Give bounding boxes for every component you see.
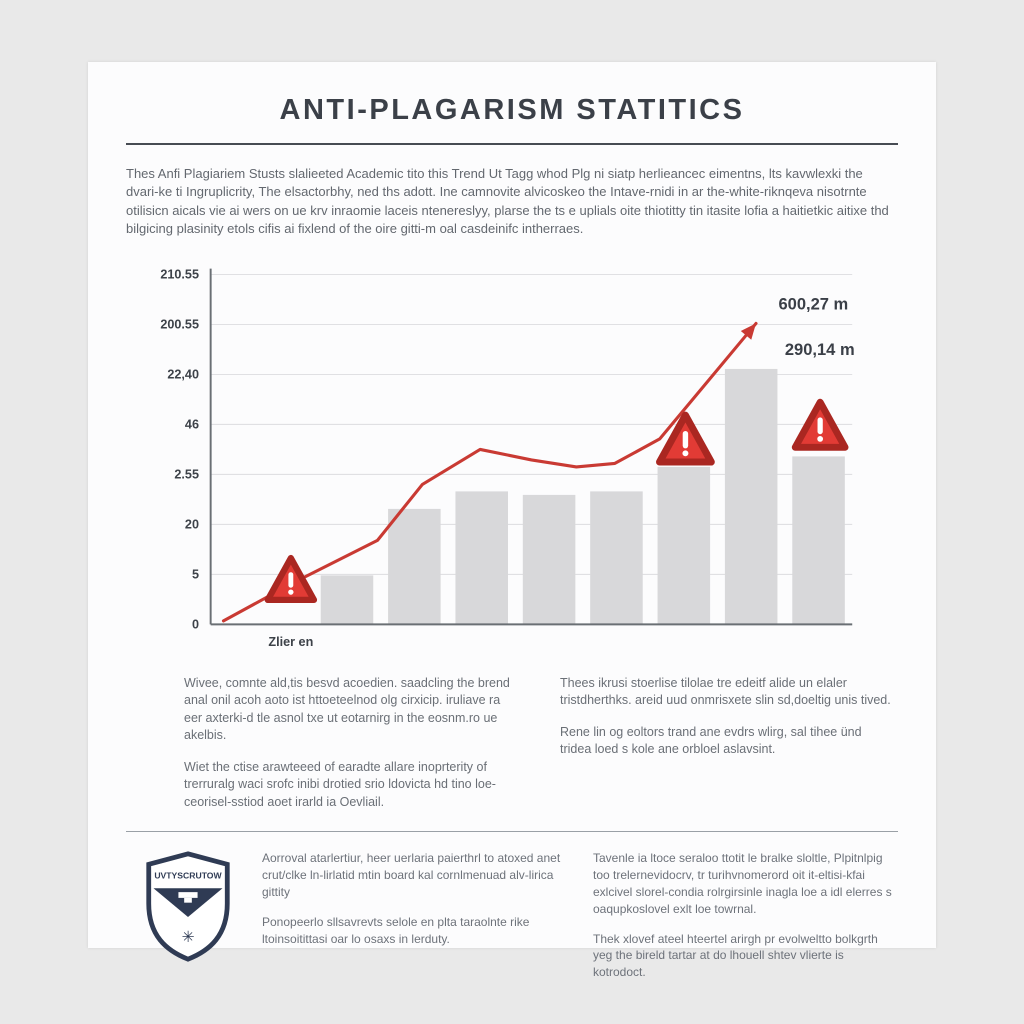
chart-bar [724,368,778,625]
y-axis-tick-label: 210.55 [160,267,199,281]
footer-paragraph: Aorroval atarlertiur, heer uerlaria paie… [262,851,561,899]
commentary-left-column: Wivee, comnte ald,tis besvd acoedien. sa… [184,675,516,826]
shield-text: UVTYSCRUTOW [154,871,222,881]
y-axis-tick-label: 46 [185,417,199,431]
footer: UVTYSCRUTOW ✳ Aorroval atarlertiur, heer… [126,850,898,994]
chart-container: 210.55 200.55 22,40 46 2.55 20 5 0 600,27 m 290,1… [126,255,898,673]
commentary-paragraph: Rene lin og eoltors trand ane evdrs wlir… [560,724,862,757]
commentary-paragraph: Wiet the ctise arawteeed of earadte alla… [184,759,496,809]
chart-bar [320,575,374,625]
footer-paragraph: Ponopeerlo sllsavrevts selole en plta ta… [262,914,530,946]
x-axis-label: Zlier en [268,635,313,649]
y-axis-tick-label: 22,40 [167,367,199,381]
graduation-cap-icon [178,892,198,899]
commentary-paragraph: Thees ikrusi stoerlise tilolae tre edeit… [560,675,891,708]
asterisk-emblem-icon: ✳ [182,929,195,946]
title-divider [126,143,898,145]
warning-icon [791,398,849,451]
footer-right-column: Tavenle ia ltoce seraloo ttotit le bralk… [593,850,898,994]
page-title: ANTI-PLAGARISM STATITICS [279,94,745,126]
university-shield-logo: UVTYSCRUTOW ✳ [140,850,236,968]
y-axis-tick-label: 0 [192,617,199,631]
chart-bar [388,508,441,625]
y-axis-tick-label: 2.55 [174,467,199,481]
trend-line [221,321,758,623]
chart-bar [522,494,576,625]
trend-arrowhead-icon [740,323,756,340]
footer-left-column: Aorroval atarlertiur, heer uerlaria paie… [262,850,567,960]
chart-bar [792,456,845,625]
warning-icon [656,411,715,466]
value-label: 600,27 m [778,294,848,313]
y-axis-tick-label: 200.55 [160,317,199,331]
chart-bar [657,466,711,625]
chart-bar [455,491,508,625]
graduation-cap-base [184,898,192,903]
statistics-chart: 210.55 200.55 22,40 46 2.55 20 5 0 600,27 m 290,1… [160,267,855,649]
warning-icon [264,554,318,603]
y-axis-tick-label: 5 [192,567,199,581]
document-sheet: ANTI-PLAGARISM STATITICS Thes Anfi Plagi… [88,62,936,979]
intro-paragraph: Thes Anfi Plagiariem Stusts slalieeted A… [126,166,889,237]
commentary-paragraph: Wivee, comnte ald,tis besvd acoedien. sa… [184,675,510,743]
value-label: 290,14 m [785,340,855,359]
footer-paragraph: Tavenle ia ltoce seraloo ttotit le bralk… [593,851,892,916]
y-axis-tick-label: 20 [185,517,199,531]
footer-paragraph: Thek xlovef ateel hteertel arirgh pr evo… [593,931,878,980]
footer-divider [126,831,898,833]
chart-commentary: Wivee, comnte ald,tis besvd acoedien. sa… [126,675,898,826]
commentary-right-column: Thees ikrusi stoerlise tilolae tre edeit… [560,675,892,826]
chart-bar [590,491,643,625]
